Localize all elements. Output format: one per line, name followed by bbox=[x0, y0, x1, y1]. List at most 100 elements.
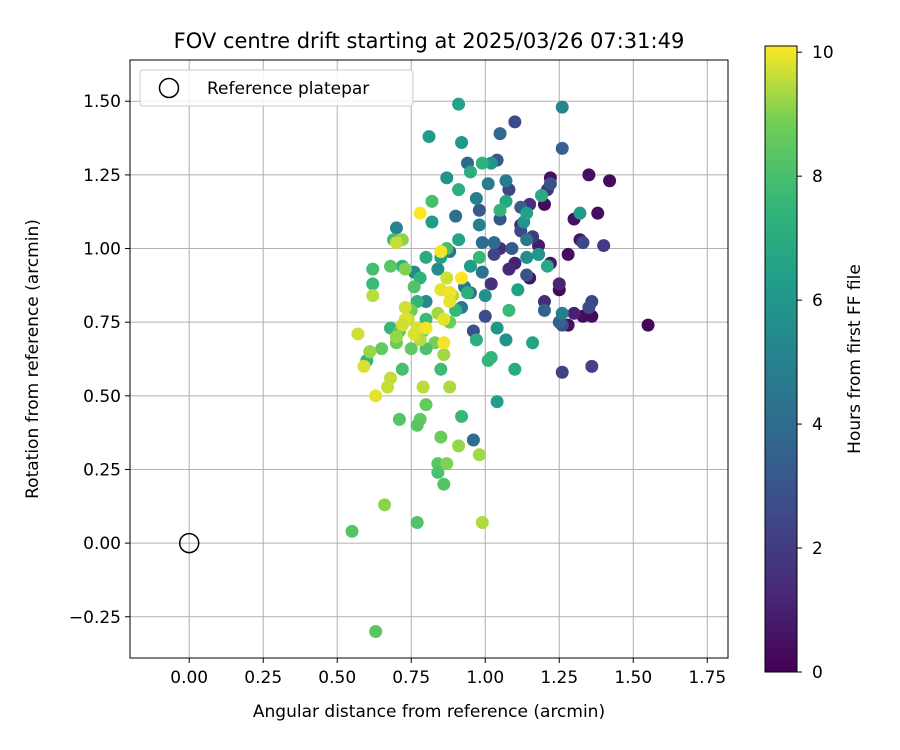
data-point bbox=[437, 348, 451, 362]
data-point bbox=[419, 321, 433, 335]
legend-box bbox=[139, 69, 414, 107]
colorbar-ticks: 0 2 4 6 8 10 bbox=[797, 43, 834, 683]
reference-marker bbox=[178, 532, 200, 554]
data-point bbox=[537, 303, 551, 317]
colorbar-tick-label: 4 bbox=[812, 415, 823, 435]
data-point bbox=[440, 457, 454, 471]
data-point bbox=[384, 259, 398, 273]
y-axis-ticks: −0.25 0.00 0.25 0.50 0.75 1.00 1.25 1.50 bbox=[69, 92, 130, 628]
data-point bbox=[555, 306, 569, 320]
data-point bbox=[369, 389, 383, 403]
data-point bbox=[603, 174, 617, 188]
data-point bbox=[478, 309, 492, 323]
y-tick-label: 1.25 bbox=[83, 166, 121, 186]
y-tick-label: 1.00 bbox=[83, 240, 121, 260]
x-tick-label: 1.50 bbox=[614, 668, 652, 688]
data-point bbox=[425, 215, 439, 229]
data-point bbox=[597, 239, 611, 253]
data-point bbox=[389, 236, 403, 250]
data-point bbox=[484, 156, 498, 170]
data-point bbox=[493, 203, 507, 217]
data-point bbox=[508, 115, 522, 129]
data-point bbox=[582, 300, 596, 314]
colorbar-tick-label: 8 bbox=[812, 167, 823, 187]
data-point bbox=[490, 321, 504, 335]
data-point bbox=[561, 247, 575, 261]
data-point bbox=[520, 268, 534, 282]
data-point bbox=[552, 277, 566, 291]
data-point bbox=[434, 362, 448, 376]
colorbar-tick-label: 6 bbox=[812, 291, 823, 311]
x-axis-ticks: 0.00 0.25 0.50 0.75 1.00 1.25 1.50 1.75 bbox=[170, 658, 726, 688]
legend-label: Reference platepar bbox=[207, 79, 369, 99]
data-point bbox=[508, 362, 522, 376]
x-tick-label: 0.50 bbox=[318, 668, 356, 688]
data-point bbox=[407, 327, 421, 341]
data-point bbox=[534, 189, 548, 203]
data-point bbox=[490, 395, 504, 409]
data-point bbox=[472, 218, 486, 232]
colorbar-tick-label: 0 bbox=[812, 663, 823, 683]
data-point bbox=[449, 209, 463, 223]
data-point bbox=[366, 277, 380, 291]
legend: Reference platepar bbox=[139, 69, 414, 107]
data-point bbox=[398, 262, 412, 276]
data-point bbox=[443, 380, 457, 394]
data-point bbox=[469, 333, 483, 347]
data-point bbox=[472, 250, 486, 264]
y-axis-label: Rotation from reference (arcmin) bbox=[23, 219, 43, 499]
data-point bbox=[366, 289, 380, 303]
x-tick-label: 1.00 bbox=[466, 668, 504, 688]
data-point bbox=[555, 100, 569, 114]
colorbar-tick-label: 10 bbox=[812, 43, 834, 63]
data-point bbox=[487, 247, 501, 261]
data-point bbox=[389, 221, 403, 235]
data-point bbox=[520, 250, 534, 264]
data-point bbox=[502, 262, 516, 276]
data-point bbox=[440, 171, 454, 185]
data-point bbox=[452, 439, 466, 453]
data-point bbox=[395, 318, 409, 332]
x-tick-label: 1.75 bbox=[688, 668, 726, 688]
x-axis-label: Angular distance from reference (arcmin) bbox=[253, 702, 605, 722]
colorbar: 0 2 4 6 8 10 Hours from first FF file bbox=[764, 43, 865, 683]
data-point bbox=[582, 168, 596, 182]
data-point bbox=[641, 318, 655, 332]
plot-frame bbox=[129, 59, 729, 659]
data-point bbox=[452, 233, 466, 247]
chart-title: FOV centre drift starting at 2025/03/26 … bbox=[174, 29, 685, 53]
data-point bbox=[419, 250, 433, 264]
data-point bbox=[472, 448, 486, 462]
data-point bbox=[434, 430, 448, 444]
data-point bbox=[555, 141, 569, 155]
data-point bbox=[576, 236, 590, 250]
data-point bbox=[472, 203, 486, 217]
data-point bbox=[591, 206, 605, 220]
data-point bbox=[437, 477, 451, 491]
y-tick-label: 0.75 bbox=[83, 313, 121, 333]
data-point bbox=[526, 336, 540, 350]
x-tick-label: 1.25 bbox=[540, 668, 578, 688]
data-point bbox=[410, 418, 424, 432]
data-point bbox=[357, 359, 371, 373]
data-point bbox=[463, 165, 477, 179]
data-point bbox=[404, 342, 418, 356]
data-point bbox=[484, 277, 498, 291]
data-point bbox=[378, 498, 392, 512]
data-point bbox=[455, 271, 469, 285]
data-point bbox=[389, 330, 403, 344]
data-point bbox=[443, 295, 457, 309]
colorbar-tick-label: 2 bbox=[812, 539, 823, 559]
data-point bbox=[431, 262, 445, 276]
data-point bbox=[481, 353, 495, 367]
data-point bbox=[487, 236, 501, 250]
data-point bbox=[410, 515, 424, 529]
y-tick-label: −0.25 bbox=[69, 608, 121, 628]
data-point bbox=[416, 380, 430, 394]
data-point bbox=[481, 177, 495, 191]
data-point bbox=[366, 262, 380, 276]
data-point bbox=[431, 465, 445, 479]
data-point bbox=[573, 206, 587, 220]
data-point bbox=[502, 303, 516, 317]
